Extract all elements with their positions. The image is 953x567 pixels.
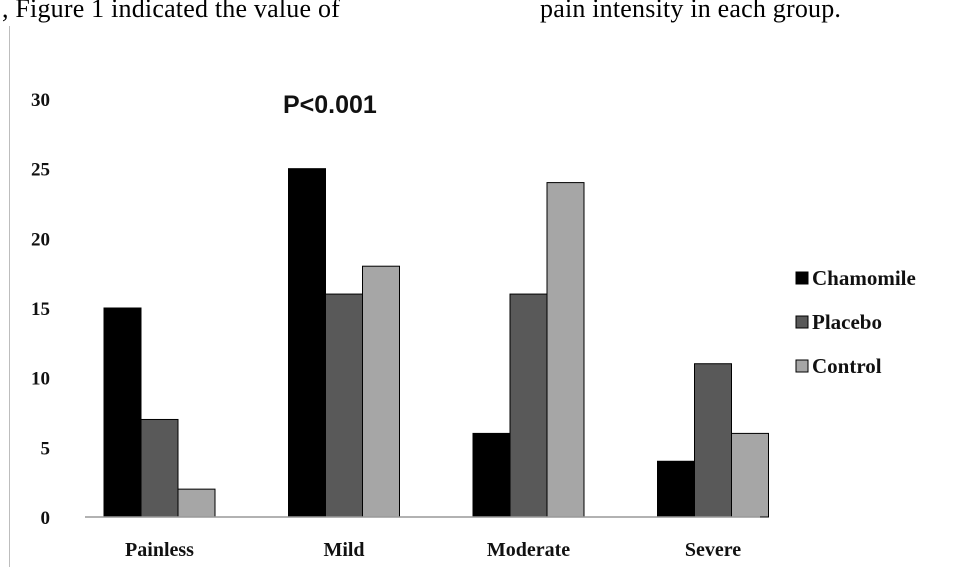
x-category-label: Painless [125, 539, 194, 561]
y-tick-label: 5 [41, 438, 51, 459]
y-tick-label: 20 [31, 229, 50, 250]
bar-chamomile-painless [103, 307, 142, 518]
y-tick-label: 25 [31, 160, 50, 181]
body-text-right: pain intensity in each group. [540, 0, 842, 23]
bar-control-moderate [546, 182, 585, 518]
y-tick-label: 15 [31, 299, 50, 320]
figure-frame-border [9, 26, 10, 567]
bar-control-mild [362, 265, 400, 518]
bar-control-severe [731, 432, 769, 518]
legend-label-placebo: Placebo [812, 310, 882, 334]
legend-label-control: Control [812, 354, 882, 378]
bar-placebo-moderate [509, 293, 548, 518]
legend-swatch-control [795, 359, 809, 373]
body-text-left: , Figure 1 indicated the value of [2, 0, 340, 23]
bar-chamomile-mild [288, 168, 326, 518]
x-category-label: Moderate [487, 539, 570, 561]
bar-placebo-mild [325, 293, 363, 518]
y-tick-label: 0 [41, 508, 51, 529]
legend-label-chamomile: Chamomile [812, 266, 916, 290]
bar-control-painless [177, 488, 216, 518]
category-labels: Painless Mild Moderate Severe [125, 539, 741, 561]
y-axis-tick-labels: 0 5 10 15 20 25 30 [31, 90, 50, 529]
y-tick-label: 30 [31, 90, 50, 111]
legend-swatch-placebo [795, 315, 809, 329]
legend-swatch-chamomile [795, 271, 809, 285]
bar-placebo-painless [140, 418, 179, 518]
legend: Chamomile Placebo Control [795, 266, 916, 378]
x-category-label: Mild [323, 539, 364, 561]
bar-placebo-severe [694, 363, 732, 518]
bars [103, 168, 769, 518]
p-value-annotation: P<0.001 [283, 91, 377, 119]
bar-chamomile-severe [657, 460, 695, 518]
y-tick-label: 10 [31, 369, 50, 390]
bar-chamomile-moderate [472, 432, 511, 518]
x-category-label: Severe [685, 539, 741, 561]
